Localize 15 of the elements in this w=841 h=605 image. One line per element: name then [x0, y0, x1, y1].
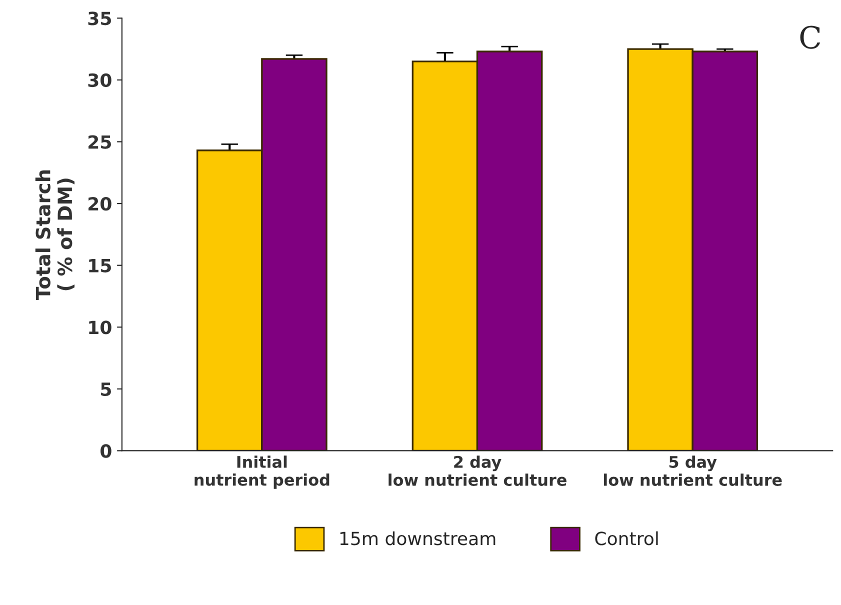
x-tick-label: 2 day low nutrient culture [388, 456, 566, 486]
x-tick-label: Initial nutrient period [194, 456, 330, 489]
y-tick-label: 0 [100, 444, 112, 458]
y-tick-label: 10 [89, 320, 112, 334]
y-tick-label: 25 [88, 135, 111, 149]
y-tick-label: 35 [88, 12, 111, 26]
y-tick-label: 20 [88, 197, 112, 211]
annotation: C [800, 26, 820, 49]
legend-label: Control [595, 531, 658, 546]
x-tick-label: 5 day low nutrient culture [604, 456, 782, 486]
legend-label: 15m downstream [340, 531, 496, 546]
y-tick-label: 5 [101, 382, 111, 396]
y-tick-label: 30 [88, 73, 112, 88]
y-tick-label: 15 [89, 259, 111, 272]
y-axis-title: Total Starch ( % of DM) [35, 170, 75, 300]
